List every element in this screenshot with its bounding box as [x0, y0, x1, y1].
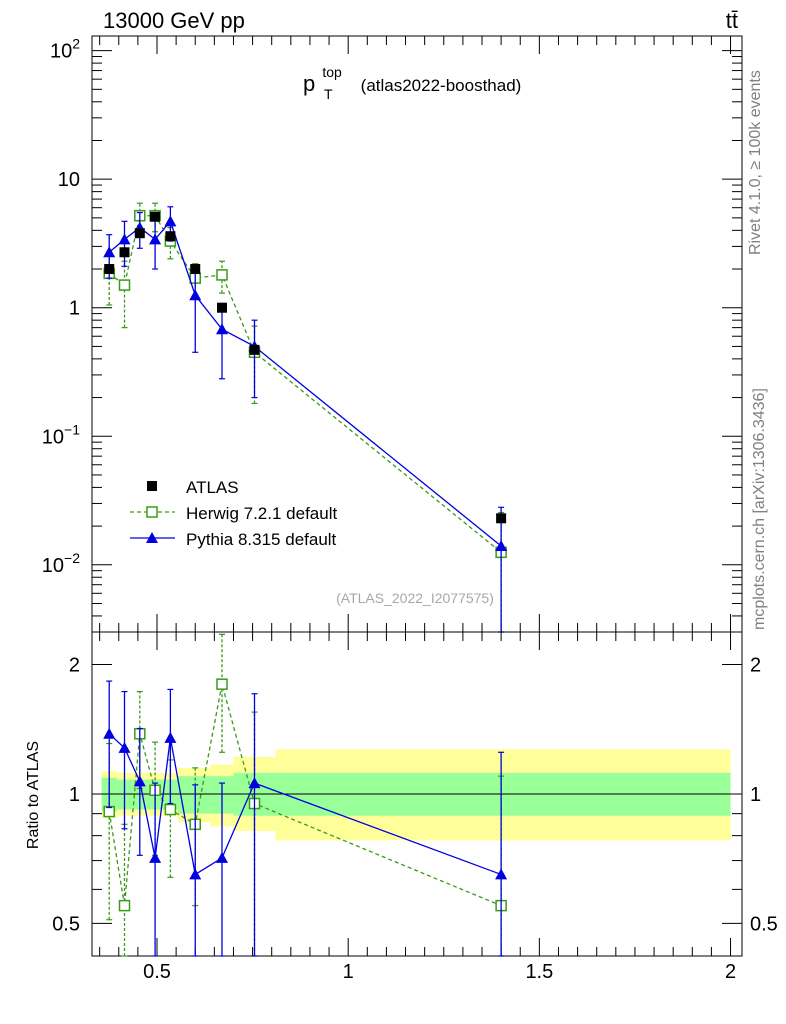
ratio-pythia-point: [103, 727, 116, 739]
legend-marker-herwig: [146, 506, 158, 518]
main-pythia-point: [495, 540, 508, 552]
energy-label: 13000 GeV pp: [103, 8, 245, 33]
ratio-xtick-label: 2: [725, 961, 736, 983]
title-suffix: (atlas2022-boosthad): [361, 76, 522, 95]
ratio-pythia-point: [248, 777, 261, 789]
main-pythia-point: [189, 289, 202, 301]
main-atlas-point: [249, 344, 260, 355]
main-atlas-point: [496, 513, 507, 524]
ratio-ytick-label-left: 0.5: [52, 913, 80, 935]
main-pythia-point: [149, 233, 162, 245]
ratio-panel: 2 2 1 1 0.5 0.5 0.5 1 1.5 2 Ratio to ATLAS: [25, 631, 778, 983]
ratio-series: [103, 633, 508, 957]
main-ytick-label: 10−1: [42, 421, 80, 448]
main-atlas-point: [150, 211, 161, 222]
main-panel: 102 10 1 10−1 10−2 p top T (atlas2022-boosth…: [42, 35, 743, 633]
ratio-ytick-label-left: 1: [69, 784, 80, 806]
main-atlas-point: [190, 264, 201, 275]
mcplots-label: mcplots.cern.ch [arXiv:1306.3436]: [751, 388, 768, 630]
legend-label-pythia: Pythia 8.315 default: [186, 530, 337, 549]
ratio-herwig-point: [216, 678, 228, 690]
main-atlas-point: [119, 247, 130, 258]
ratio-herwig-point: [164, 803, 177, 816]
ratio-ytick-label-right: 0.5: [750, 913, 778, 935]
main-atlas-point: [104, 264, 115, 275]
main-pythia-point: [164, 215, 177, 227]
ratio-pythia-point: [118, 741, 131, 753]
ratio-ytick-label-right: 2: [750, 654, 761, 676]
legend-marker-atlas: [147, 481, 157, 491]
main-pythia-point: [103, 246, 116, 258]
main-herwig-line: [108, 215, 502, 553]
ratio-pythia-point: [149, 851, 162, 863]
title-sub: T: [324, 86, 333, 102]
main-atlas-point: [217, 302, 227, 313]
main-pythia-line: [108, 220, 502, 547]
title-sup: top: [322, 64, 342, 80]
main-herwig-point: [216, 269, 228, 281]
main-series: [103, 202, 508, 633]
main-ytick-label: 1: [69, 298, 80, 320]
main-ytick-label: 102: [50, 36, 80, 63]
main-ytick-label: 10−2: [42, 550, 80, 577]
ratio-pythia-point: [133, 775, 146, 787]
title-main: p: [303, 71, 315, 96]
ratio-herwig-point: [118, 899, 131, 912]
main-title: p top T (atlas2022-boosthad): [303, 57, 521, 104]
legend-marker-pythia: [146, 532, 158, 543]
legend-label-atlas: ATLAS: [186, 478, 239, 497]
watermark-label: (ATLAS_2022_I2077575): [336, 590, 494, 606]
process-label: tt̄: [726, 8, 738, 33]
main-herwig-point: [118, 279, 131, 291]
main-atlas-point: [165, 231, 176, 242]
main-pythia-point: [118, 233, 131, 245]
ratio-ytick-label-left: 2: [69, 654, 80, 676]
main-pythia-point: [216, 323, 228, 335]
ratio-pythia-point: [164, 731, 177, 743]
ratio-pythia-point: [189, 868, 202, 880]
main-ytick-label: 10: [58, 169, 80, 191]
ratio-ticks: 2 2 1 1 0.5 0.5 0.5 1 1.5 2: [52, 632, 778, 983]
legend: ATLAS Herwig 7.2.1 default Pythia 8.315 …: [130, 478, 337, 549]
rivet-version-label: Rivet 4.1.0, ≥ 100k events: [747, 70, 764, 255]
main-atlas-point: [134, 228, 145, 239]
ratio-pythia-point: [216, 851, 228, 863]
main-ticks: 102 10 1 10−1 10−2: [42, 36, 742, 633]
ratio-ylabel: Ratio to ATLAS: [25, 741, 42, 849]
ratio-pythia-point: [495, 868, 508, 880]
ratio-ytick-label-right: 1: [750, 784, 761, 806]
ratio-xtick-label: 0.5: [143, 961, 171, 983]
ratio-xtick-label: 1: [343, 961, 354, 983]
legend-label-herwig: Herwig 7.2.1 default: [186, 504, 337, 523]
ratio-xtick-label: 1.5: [525, 961, 553, 983]
